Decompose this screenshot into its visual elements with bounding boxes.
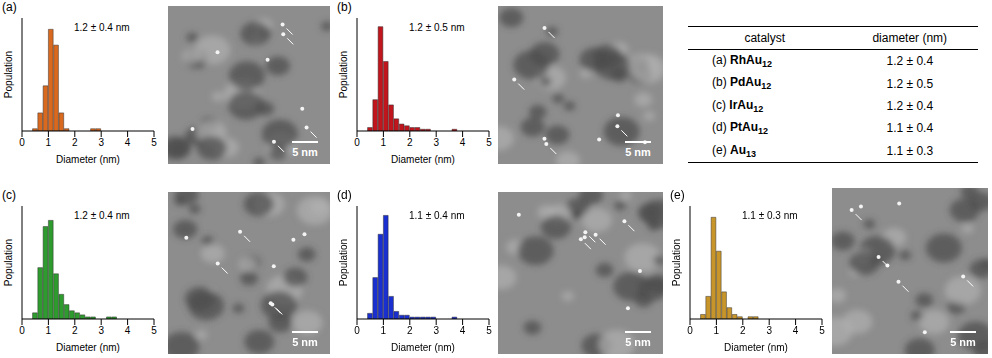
svg-text:5 nm: 5 nm: [625, 336, 651, 348]
svg-text:0: 0: [19, 137, 25, 148]
html-text:(c) IrAu12: (c) IrAu12: [712, 97, 764, 115]
svg-text:4: 4: [125, 325, 131, 336]
svg-text:2: 2: [72, 137, 78, 148]
html-text:1.2 ± 0.4 nm: 1.2 ± 0.4 nm: [74, 210, 130, 221]
svg-text:Diameter (nm): Diameter (nm): [56, 154, 120, 165]
html-text:1.2 ± 0.5: 1.2 ± 0.5: [886, 76, 934, 91]
svg-text:3: 3: [433, 137, 439, 148]
svg-text:4: 4: [460, 137, 466, 148]
svg-text:3: 3: [98, 137, 104, 148]
svg-text:Population: Population: [671, 239, 682, 286]
svg-text:3: 3: [433, 325, 439, 336]
svg-text:4: 4: [125, 137, 131, 148]
svg-text:5 nm: 5 nm: [625, 146, 651, 158]
html-text:(e) Au13: (e) Au13: [712, 142, 756, 159]
svg-text:2: 2: [740, 325, 746, 336]
html-text:1.2 ± 0.4: 1.2 ± 0.4: [886, 54, 934, 69]
html-text:1.2 ± 0.5 nm: 1.2 ± 0.5 nm: [409, 22, 465, 33]
svg-text:Population: Population: [338, 239, 349, 286]
html-text:1.1 ± 0.4 nm: 1.1 ± 0.4 nm: [409, 210, 465, 221]
svg-text:1: 1: [381, 137, 387, 148]
html-text:(a): (a): [2, 0, 17, 14]
svg-text:Population: Population: [3, 239, 14, 286]
svg-text:5 nm: 5 nm: [292, 146, 318, 158]
html-text:1.2 ± 0.4 nm: 1.2 ± 0.4 nm: [74, 22, 130, 33]
svg-text:Population: Population: [3, 51, 14, 98]
svg-text:Population: Population: [338, 51, 349, 98]
svg-text:0: 0: [687, 325, 693, 336]
svg-text:0: 0: [354, 325, 360, 336]
svg-text:1: 1: [714, 325, 720, 336]
svg-text:Diameter (nm): Diameter (nm): [391, 342, 455, 353]
svg-text:3: 3: [98, 325, 104, 336]
svg-text:2: 2: [72, 325, 78, 336]
svg-text:3: 3: [766, 325, 772, 336]
svg-text:Diameter (nm): Diameter (nm): [56, 342, 120, 353]
svg-text:5: 5: [486, 137, 492, 148]
svg-text:0: 0: [19, 325, 25, 336]
html-text:(b): (b): [337, 0, 352, 14]
svg-text:1: 1: [46, 325, 52, 336]
html-text:1.1 ± 0.3: 1.1 ± 0.3: [886, 143, 934, 158]
html-text:(d): (d): [337, 188, 352, 202]
html-text:catalyst: catalyst: [744, 31, 786, 45]
html-text:diameter (nm): diameter (nm): [872, 31, 948, 45]
html-text:1.2 ± 0.4: 1.2 ± 0.4: [886, 99, 934, 113]
svg-text:5: 5: [151, 137, 157, 148]
html-text:(a) RhAu12: (a) RhAu12: [712, 53, 772, 70]
svg-text:5 nm: 5 nm: [950, 336, 976, 348]
svg-text:5 nm: 5 nm: [292, 336, 318, 348]
html-text:1.1 ± 0.3 nm: 1.1 ± 0.3 nm: [742, 210, 798, 221]
html-text:(d) PtAu12: (d) PtAu12: [712, 120, 768, 137]
svg-text:0: 0: [354, 137, 360, 148]
html-text:(b) PdAu12: (b) PdAu12: [712, 75, 772, 92]
svg-text:1: 1: [381, 325, 387, 336]
svg-text:Diameter (nm): Diameter (nm): [724, 342, 788, 353]
svg-text:4: 4: [793, 325, 799, 336]
svg-text:4: 4: [460, 325, 466, 336]
svg-text:Diameter (nm): Diameter (nm): [391, 154, 455, 165]
svg-text:1: 1: [46, 137, 52, 148]
html-text:(c): (c): [2, 188, 16, 202]
svg-text:2: 2: [407, 325, 413, 336]
html-text:1.1 ± 0.4: 1.1 ± 0.4: [886, 121, 934, 136]
svg-text:5: 5: [819, 325, 825, 336]
svg-text:2: 2: [407, 137, 413, 148]
svg-text:5: 5: [486, 325, 492, 336]
svg-text:5: 5: [151, 325, 157, 336]
html-text:(e): (e): [670, 188, 685, 202]
